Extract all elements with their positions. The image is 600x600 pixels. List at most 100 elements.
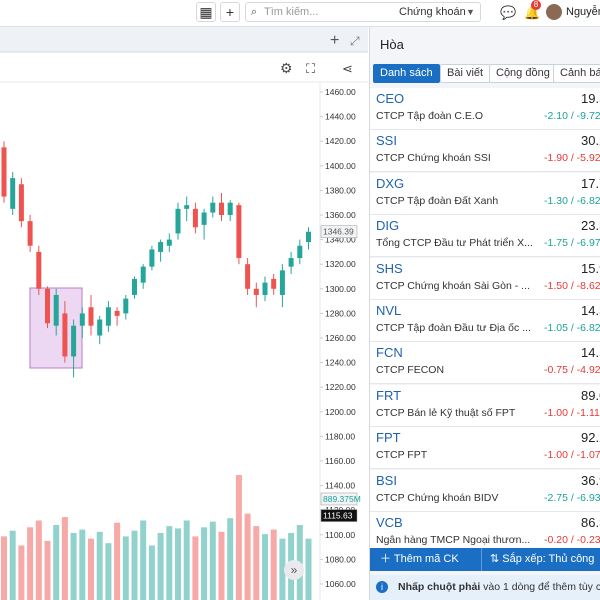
y-tick-label: 1140.00 bbox=[325, 481, 355, 491]
candle-body bbox=[62, 313, 68, 357]
candle-body bbox=[236, 205, 242, 259]
watchlist-row[interactable]: SSI 30.2 CTCP Chứng khoán SSI -1.90 / -5.92 bbox=[370, 130, 600, 173]
candle-body bbox=[297, 245, 303, 259]
candle-body bbox=[97, 319, 103, 336]
volume-bar bbox=[201, 527, 208, 600]
expand-icon[interactable]: ⤢ bbox=[349, 34, 360, 48]
market-select[interactable]: Chứng khoán bbox=[399, 6, 466, 18]
tab[interactable]: Danh sách bbox=[373, 64, 440, 83]
candle-body bbox=[79, 313, 85, 326]
volume-bar bbox=[305, 538, 312, 600]
chart: + ⤢ ⚙ ⛶ ⋖ 1460.00 1440.00 1420.00 1400.00 13… bbox=[0, 27, 368, 600]
candle-body bbox=[53, 294, 59, 326]
watchlist-row[interactable]: FCN 14.5 CTCP FECON -0.75 / -4.92 bbox=[370, 342, 600, 385]
change: -1.50 / -8.62 bbox=[544, 279, 600, 292]
watchlist-row[interactable]: BSI 36.9 CTCP Chứng khoán BIDV -2.75 / -6.9… bbox=[370, 469, 600, 512]
user-name[interactable]: Nguyễn bbox=[566, 6, 600, 18]
candle-body bbox=[1, 147, 7, 197]
y-tick-label: 1280.00 bbox=[325, 308, 356, 318]
watchlist-row[interactable]: VCB 86.3 Ngân hàng TMCP Ngoại thươn... -0.2… bbox=[370, 512, 600, 554]
scroll-icon: » bbox=[291, 563, 298, 577]
sort-label: Sắp xếp: Thủ công bbox=[502, 553, 595, 565]
candle-body bbox=[114, 310, 120, 316]
tab[interactable]: Cảnh báo bbox=[553, 64, 600, 83]
watchlist-row[interactable]: DIG 23.3 Tổng CTCP Đầu tư Phát triển X...-… bbox=[370, 215, 600, 258]
volume-bar bbox=[262, 534, 268, 600]
candle-body bbox=[140, 266, 146, 283]
volume-bar bbox=[209, 521, 216, 600]
change: -1.75 / -6.97 bbox=[544, 237, 600, 250]
y-tick-label: 1200.00 bbox=[325, 407, 356, 417]
button-bar: ＋ Thêm mã CK ⇅ Sắp xếp: Thủ công bbox=[370, 548, 600, 571]
chat-icon[interactable]: 💬 bbox=[500, 5, 517, 20]
symbol: DIG bbox=[376, 218, 400, 234]
avatar[interactable] bbox=[546, 4, 562, 20]
volume-bar bbox=[122, 536, 129, 600]
add-chart-icon[interactable]: + bbox=[330, 32, 339, 49]
candle-body bbox=[27, 221, 33, 246]
tab[interactable]: Cộng đồng bbox=[489, 64, 557, 83]
y-tick-label: 1380.00 bbox=[325, 185, 356, 195]
last-price-box bbox=[320, 225, 358, 238]
volume-bar bbox=[79, 529, 86, 600]
watchlist-row[interactable]: FRT 89.0 CTCP Bán lẻ Kỹ thuật số FPT -1.00 … bbox=[370, 384, 600, 427]
marker-price-label: 1115.63 bbox=[323, 511, 353, 521]
add-button[interactable]: + bbox=[220, 2, 240, 22]
volume-bar bbox=[1, 536, 7, 600]
watchlist-row[interactable]: SHS 15.9 CTCP Chứng khoán Sài Gòn - ... -1.… bbox=[370, 257, 600, 300]
volume-marker-label: 889.375M bbox=[323, 494, 361, 504]
candle-body bbox=[288, 258, 294, 267]
company-name: CTCP Tập đoàn Đất Xanh bbox=[376, 194, 499, 207]
volume-marker-box bbox=[320, 492, 358, 506]
candle-body bbox=[262, 282, 268, 295]
candle-body bbox=[306, 231, 311, 243]
y-tick-label: 1100.00 bbox=[325, 530, 355, 540]
scroll-button[interactable] bbox=[284, 560, 304, 580]
watchlist-row[interactable]: FPT 92.2 CTCP FPT -1.00 / -1.07 bbox=[370, 427, 600, 470]
settings-icon[interactable]: ⚙ bbox=[280, 60, 293, 76]
watchlist-title[interactable]: Hòa bbox=[380, 37, 404, 52]
y-tick-label: 1420.00 bbox=[325, 136, 356, 146]
candle-body bbox=[10, 178, 16, 209]
marker-price-box bbox=[320, 509, 358, 522]
share-icon[interactable]: ⋖ bbox=[342, 61, 353, 76]
change: -2.10 / -9.72 bbox=[544, 110, 600, 122]
y-tick-label: 1180.00 bbox=[325, 431, 355, 441]
candle-body bbox=[219, 202, 224, 215]
watchlist-row[interactable]: NVL 14.3 CTCP Tập đoàn Đầu tư Địa ốc ... -1… bbox=[370, 300, 600, 342]
last-price-label: 1346.39 bbox=[323, 227, 354, 237]
change: -0.75 / -4.92 bbox=[544, 364, 600, 377]
company-name: CTCP Chứng khoán SSI bbox=[376, 152, 491, 165]
volume-bar bbox=[183, 520, 190, 600]
volume-bar bbox=[227, 518, 234, 600]
watchlist-row[interactable]: DXG 17.7 CTCP Tập đoàn Đất Xanh -1.30 / -6.… bbox=[370, 172, 600, 215]
candle-body bbox=[210, 202, 216, 213]
plot-area: 1460.00 1440.00 1420.00 1400.00 1380.00 1360.… bbox=[1, 87, 361, 600]
company-name: CTCP FECON bbox=[376, 364, 445, 377]
y-tick-label: 1360.00 bbox=[325, 210, 356, 220]
company-name: Ngân hàng TMCP Ngoại thươn... bbox=[376, 534, 531, 546]
y-tick-label: 1240.00 bbox=[325, 358, 356, 368]
search-box[interactable]: ⌕ Tìm kiếm... Chứng khoán ▼ bbox=[245, 2, 481, 22]
y-tick-label: 1160.00 bbox=[325, 456, 355, 466]
volume-bar bbox=[96, 531, 103, 600]
volume-bar bbox=[88, 538, 94, 600]
y-tick-label: 1320.00 bbox=[325, 259, 356, 269]
watchlist-row[interactable]: CEO 19.5 CTCP Tập đoàn C.E.O -2.10 / -9.72 bbox=[370, 88, 600, 130]
symbol: FCN bbox=[376, 345, 403, 361]
company-name: Tổng CTCP Đầu tư Phát triển X... bbox=[376, 237, 533, 250]
y-tick-label: 1440.00 bbox=[325, 112, 356, 122]
candle-body bbox=[192, 208, 198, 228]
volume-bar bbox=[192, 536, 199, 600]
volume-bar bbox=[70, 532, 77, 600]
grid-button[interactable]: ▦ bbox=[196, 2, 216, 22]
candle-body bbox=[132, 278, 137, 295]
volume-bar bbox=[44, 540, 51, 600]
volume-bar bbox=[61, 517, 68, 600]
sort-button[interactable]: ⇅ Sắp xếp: Thủ công bbox=[490, 553, 595, 565]
add-symbol-button[interactable]: ＋ Thêm mã CK bbox=[380, 553, 459, 565]
candle-body bbox=[123, 298, 129, 314]
symbol: FRT bbox=[376, 387, 402, 403]
fullscreen-icon[interactable]: ⛶ bbox=[305, 61, 316, 76]
tab[interactable]: Bài viết bbox=[440, 64, 491, 83]
